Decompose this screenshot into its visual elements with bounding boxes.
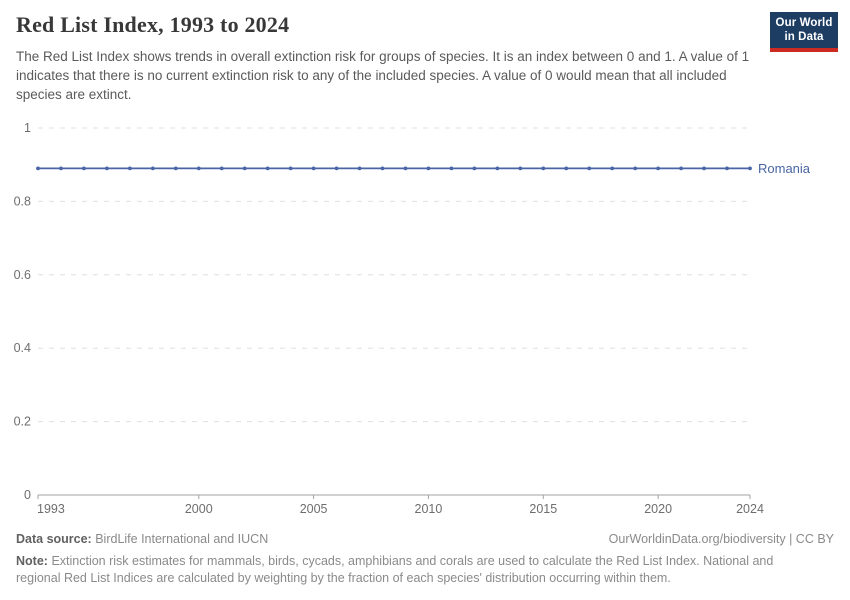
data-point[interactable] — [36, 166, 40, 171]
x-tick-label: 2020 — [644, 502, 672, 516]
data-source-value: BirdLife International and IUCN — [95, 532, 269, 546]
owid-logo-box: Our World in Data — [770, 12, 838, 48]
data-point[interactable] — [403, 166, 408, 171]
data-point[interactable] — [265, 166, 270, 171]
data-point[interactable] — [288, 166, 293, 171]
data-point[interactable] — [82, 166, 86, 171]
chart-note: Note: Extinction risk estimates for mamm… — [16, 553, 808, 586]
data-point[interactable] — [380, 166, 385, 171]
y-tick-label: 0.4 — [14, 341, 31, 355]
attribution-link[interactable]: OurWorldinData.org/biodiversity | CC BY — [608, 532, 834, 546]
data-point[interactable] — [587, 166, 592, 171]
data-point[interactable] — [495, 166, 500, 171]
owid-logo-stripe — [770, 48, 838, 52]
data-point[interactable] — [656, 166, 661, 171]
data-point[interactable] — [564, 166, 569, 171]
data-point[interactable] — [105, 166, 109, 171]
data-point[interactable] — [725, 166, 729, 171]
line-chart[interactable]: 0 0.2 0.4 0.6 0.8 1 1993 2000 2005 2010 2015 2020 20… — [0, 115, 850, 520]
data-point[interactable] — [242, 166, 247, 171]
data-point[interactable] — [196, 166, 201, 171]
owid-logo-line1: Our World — [775, 17, 833, 29]
data-point[interactable] — [610, 166, 615, 171]
data-point[interactable] — [127, 166, 132, 171]
chart-footer: Data source: BirdLife International and … — [16, 532, 834, 586]
data-point[interactable] — [59, 166, 63, 171]
data-point[interactable] — [426, 166, 431, 171]
owid-logo[interactable]: Our World in Data — [770, 12, 838, 52]
page-title: Red List Index, 1993 to 2024 — [16, 12, 290, 37]
x-tick-label: 2010 — [415, 502, 443, 516]
data-point[interactable] — [219, 166, 224, 171]
x-tick-label: 2015 — [529, 502, 557, 516]
entity-label-romania[interactable]: Romania — [758, 161, 811, 176]
data-source: Data source: BirdLife International and … — [16, 532, 268, 546]
data-point[interactable] — [702, 166, 706, 171]
x-tick-label: 2000 — [185, 502, 213, 516]
data-point[interactable] — [633, 166, 638, 171]
data-point[interactable] — [311, 166, 316, 171]
data-point[interactable] — [748, 166, 752, 171]
data-point[interactable] — [518, 166, 523, 171]
y-tick-label: 0.6 — [14, 268, 31, 282]
data-point[interactable] — [173, 166, 178, 171]
y-tick-label: 0 — [24, 488, 31, 502]
chart-note-value: Extinction risk estimates for mammals, b… — [16, 554, 774, 585]
data-point[interactable] — [449, 166, 454, 171]
x-tick-label: 1993 — [37, 502, 65, 516]
data-point[interactable] — [541, 166, 546, 171]
data-point[interactable] — [679, 166, 683, 171]
y-tick-label: 0.2 — [14, 415, 31, 429]
x-tick-label: 2024 — [736, 502, 764, 516]
data-source-label: Data source: — [16, 532, 92, 546]
chart-note-label: Note: — [16, 554, 48, 568]
y-tick-label: 0.8 — [14, 194, 31, 208]
data-point[interactable] — [150, 166, 155, 171]
data-point[interactable] — [357, 166, 362, 171]
chart-header: Red List Index, 1993 to 2024 The Red Lis… — [16, 12, 756, 104]
y-tick-label: 1 — [24, 121, 31, 135]
data-point[interactable] — [472, 166, 477, 171]
x-tick-label: 2005 — [300, 502, 328, 516]
data-point[interactable] — [334, 166, 339, 171]
chart-subtitle: The Red List Index shows trends in overa… — [16, 49, 750, 102]
owid-logo-line2: in Data — [784, 30, 824, 43]
